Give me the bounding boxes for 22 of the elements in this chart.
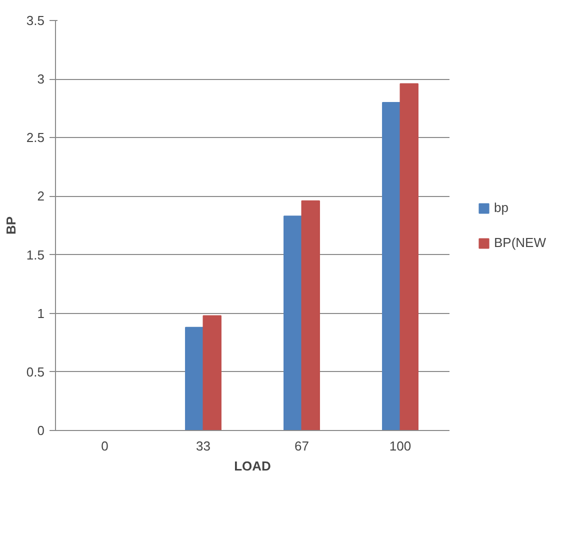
y-tick-label: 0 [37, 423, 45, 438]
x-tick-label: 0 [101, 438, 108, 454]
y-tick-label: 1 [37, 306, 45, 321]
bar [202, 315, 222, 430]
legend-label: bp [494, 200, 510, 215]
bar [185, 326, 204, 430]
y-tick-label: 1.5 [26, 247, 45, 262]
x-tick-label: 33 [196, 438, 210, 454]
x-tick-label: 100 [389, 438, 412, 454]
y-tick-label: 3.5 [26, 13, 45, 28]
x-tick-label: 67 [294, 438, 309, 454]
bar [284, 216, 302, 430]
x-axis-title: LOAD [234, 458, 271, 474]
y-tick-label: 0.5 [26, 364, 45, 380]
bar [382, 102, 401, 430]
y-tick-label: 3 [37, 72, 45, 87]
bar [400, 83, 418, 430]
y-tick-label: 2 [37, 188, 45, 204]
bar [301, 200, 320, 430]
y-axis-title: BP [3, 216, 18, 235]
y-tick-label: 2.5 [26, 130, 45, 146]
legend-label: BP(NEW [494, 235, 546, 250]
